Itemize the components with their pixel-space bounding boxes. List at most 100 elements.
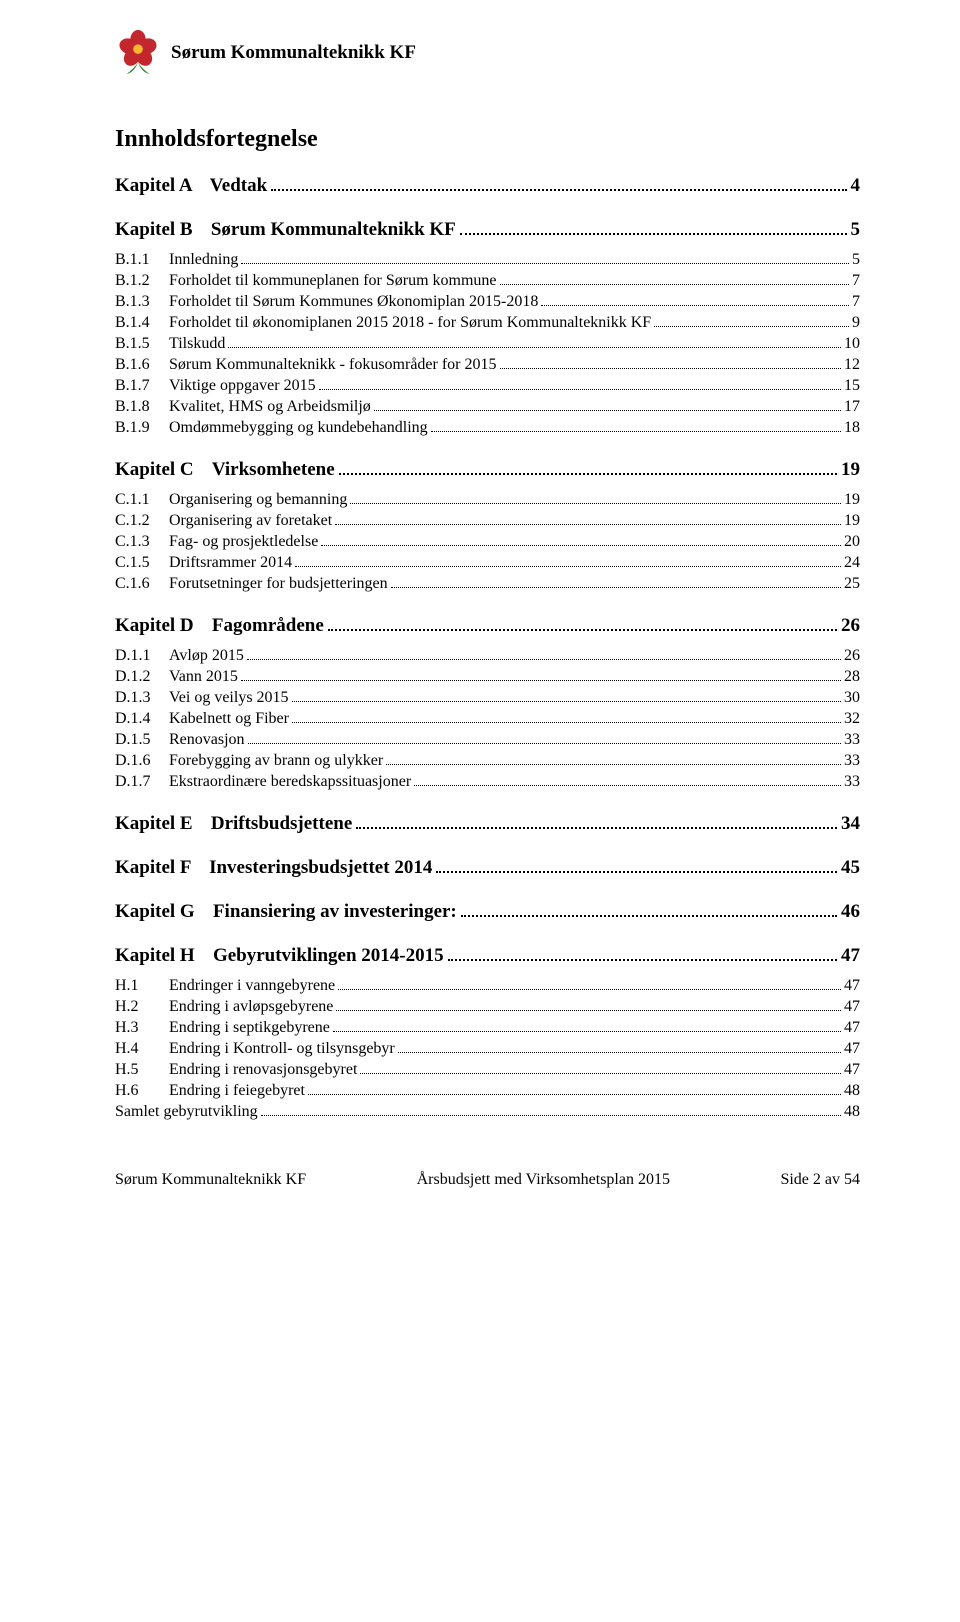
footer-center: Årsbudsjett med Virksomhetsplan 2015: [417, 1171, 670, 1189]
toc-sub-title: Endring i feiegebyret: [169, 1082, 305, 1100]
toc-sub-title: Forutsetninger for budsjetteringen: [169, 575, 388, 593]
toc-leader-dots: [391, 578, 841, 588]
toc-sub-row: D.1.4Kabelnett og Fiber32: [115, 710, 860, 728]
toc-sub-page: 47: [844, 1040, 860, 1058]
toc-leader-dots: [356, 817, 837, 829]
toc-leader-dots: [248, 734, 841, 744]
toc-sub-page: 12: [844, 356, 860, 374]
toc-leader-dots: [436, 861, 837, 873]
toc-chapter-label: Kapitel C: [115, 459, 208, 481]
toc-sub-row: C.1.1Organisering og bemanning 19: [115, 491, 860, 509]
toc-leader-dots: [321, 536, 841, 546]
toc-sub-title: Forholdet til kommuneplanen for Sørum ko…: [169, 272, 497, 290]
toc-chapter-row: Kapitel A Vedtak 4: [115, 175, 860, 197]
toc-sub-title: Ekstraordinære beredskapssituasjoner: [169, 773, 411, 791]
toc-sub-number: B.1.3: [115, 293, 169, 311]
document-page: Sørum Kommunalteknikk KF Innholdsfortegn…: [0, 0, 960, 1229]
toc-sub-title: Avløp 2015: [169, 647, 244, 665]
toc-chapter-page: 19: [841, 459, 860, 481]
toc-sub-number: C.1.1: [115, 491, 169, 509]
toc-chapter-page: 47: [841, 945, 860, 967]
toc-sub-number: B.1.4: [115, 314, 169, 332]
toc-sub-row: D.1.1Avløp 201526: [115, 647, 860, 665]
toc-leader-dots: [292, 692, 841, 702]
toc-chapter-title: Sørum Kommunalteknikk KF: [211, 219, 456, 241]
toc-sub-number: H.3: [115, 1019, 169, 1037]
toc-leader-dots: [308, 1085, 841, 1095]
toc-leader-dots: [654, 317, 849, 327]
toc-leader-dots: [336, 1001, 841, 1011]
toc-sub-row: C.1.5Driftsrammer 201424: [115, 554, 860, 572]
toc-chapter-row: Kapitel F Investeringsbudsjettet 2014 45: [115, 857, 860, 879]
toc-sub-number: H.6: [115, 1082, 169, 1100]
toc-chapter-row: Kapitel H Gebyrutviklingen 2014-2015 47: [115, 945, 860, 967]
header-org-name: Sørum Kommunalteknikk KF: [171, 42, 416, 64]
toc-sub-title: Tilskudd: [169, 335, 225, 353]
document-title: Innholdsfortegnelse: [115, 126, 860, 153]
toc-leader-dots: [431, 422, 841, 432]
toc-sub-row: C.1.3Fag- og prosjektledelse20: [115, 533, 860, 551]
toc-leader-dots: [414, 776, 841, 786]
toc-chapter-label: Kapitel B: [115, 219, 207, 241]
toc-chapter-label: Kapitel F: [115, 857, 205, 879]
toc-chapter-page: 45: [841, 857, 860, 879]
toc-sub-row: H.4Endring i Kontroll- og tilsynsgebyr47: [115, 1040, 860, 1058]
toc-sub-title: Endring i septikgebyrene: [169, 1019, 330, 1037]
toc-chapter-row: Kapitel G Finansiering av investeringer:…: [115, 901, 860, 923]
toc-sub-number: D.1.2: [115, 668, 169, 686]
toc-leader-dots: [374, 401, 841, 411]
toc-leader-dots: [448, 949, 837, 961]
toc-sub-number: B.1.1: [115, 251, 169, 269]
toc-sub-number: B.1.9: [115, 419, 169, 437]
toc-sub-row: B.1.2Forholdet til kommuneplanen for Sør…: [115, 272, 860, 290]
toc-sub-number: B.1.2: [115, 272, 169, 290]
toc-leader-dots: [335, 515, 841, 525]
toc-sub-number: C.1.6: [115, 575, 169, 593]
toc-sub-title: Fag- og prosjektledelse: [169, 533, 318, 551]
toc-sub-row: H.1Endringer i vanngebyrene47: [115, 977, 860, 995]
toc-sub-row: D.1.6Forebygging av brann og ulykker33: [115, 752, 860, 770]
toc-leader-dots: [350, 494, 841, 504]
toc-chapter-page: 5: [851, 219, 861, 241]
toc-leader-dots: [398, 1043, 841, 1053]
toc-leader-dots: [460, 223, 847, 235]
toc-sub-title: Innledning: [169, 251, 238, 269]
toc-chapter-page: 34: [841, 813, 860, 835]
toc-sub-number: B.1.7: [115, 377, 169, 395]
toc-sub-page: 5: [852, 251, 860, 269]
toc-sub-title: Forholdet til økonomiplanen 2015 2018 - …: [169, 314, 651, 332]
toc-sub-title: Organisering av foretaket: [169, 512, 332, 530]
toc-sub-row: B.1.8Kvalitet, HMS og Arbeidsmiljø17: [115, 398, 860, 416]
toc-sub-row: H.5Endring i renovasjonsgebyret47: [115, 1061, 860, 1079]
toc-leader-dots: [500, 275, 849, 285]
toc-sub-page: 19: [844, 491, 860, 509]
toc-leader-dots: [295, 557, 841, 567]
toc-sub-title: Vann 2015: [169, 668, 238, 686]
toc-leader-dots: [261, 1106, 841, 1116]
page-header: Sørum Kommunalteknikk KF: [115, 30, 860, 76]
toc-sub-row: B.1.1Innledning 5: [115, 251, 860, 269]
toc-sub-row: C.1.6Forutsetninger for budsjetteringen2…: [115, 575, 860, 593]
toc-sub-page: 28: [844, 668, 860, 686]
toc-sub-page: 19: [844, 512, 860, 530]
toc-sub-number: H.4: [115, 1040, 169, 1058]
toc-sub-row: B.1.6Sørum Kommunalteknikk - fokusområde…: [115, 356, 860, 374]
toc-chapter-title: Fagområdene: [212, 615, 324, 637]
toc-sub-page: 32: [844, 710, 860, 728]
toc-leader-dots: [338, 980, 841, 990]
toc-sub-row: B.1.7Viktige oppgaver 201515: [115, 377, 860, 395]
toc-chapter-label: Kapitel E: [115, 813, 207, 835]
toc-sub-row: H.3Endring i septikgebyrene47: [115, 1019, 860, 1037]
toc-sub-page: 15: [844, 377, 860, 395]
toc-sub-row: Samlet gebyrutvikling48: [115, 1103, 860, 1121]
toc-sub-row: B.1.5Tilskudd10: [115, 335, 860, 353]
toc-sub-page: 24: [844, 554, 860, 572]
toc-sub-title: Renovasjon: [169, 731, 245, 749]
toc-chapter-title: Virksomhetene: [212, 459, 335, 481]
toc-sub-number: D.1.5: [115, 731, 169, 749]
toc-chapter-row: Kapitel C Virksomhetene 19: [115, 459, 860, 481]
toc-sub-page: 17: [844, 398, 860, 416]
toc-sub-number: B.1.8: [115, 398, 169, 416]
toc-sub-title: Organisering og bemanning: [169, 491, 347, 509]
toc-leader-dots: [319, 380, 841, 390]
